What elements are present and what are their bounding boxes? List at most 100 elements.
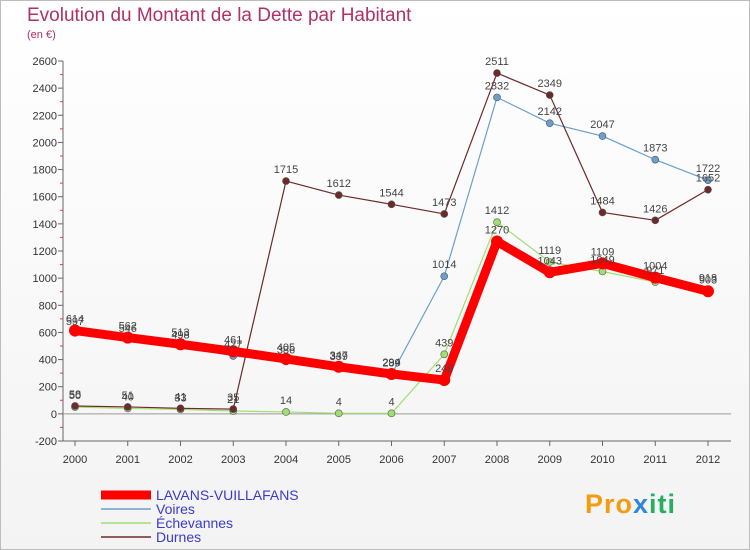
data-label-echevannes: 439 [435, 337, 453, 349]
data-point-voires [598, 132, 607, 140]
y-tick-label: 600 [39, 327, 57, 339]
data-labels: 597 546 498 427 386 339 289 1014 2332 2142 2047 187… [66, 56, 720, 408]
x-tick-label: 2004 [274, 454, 298, 466]
proxiti-logo: Proxiti [585, 489, 677, 519]
data-point-lavans-vuillafans [385, 367, 398, 380]
data-point-durnes [440, 210, 449, 218]
data-label-durnes: 1544 [379, 187, 403, 199]
data-label-lavans-vuillafans: 461 [224, 334, 242, 346]
data-label-lavans-vuillafans: 513 [171, 327, 189, 339]
data-label-durnes: 1715 [274, 164, 298, 176]
data-label-voires: 289 [382, 358, 400, 370]
data-label-echevannes: 21 [227, 394, 239, 406]
data-point-lavans-vuillafans [69, 324, 81, 337]
data-point-lavans-vuillafans [121, 331, 134, 344]
chart-axes: -200 0 200 400 600 800 1000 1200 1400 1600 1800 200… [33, 56, 731, 466]
data-label-voires: 1722 [696, 163, 720, 175]
data-label-echevannes: 33 [174, 392, 186, 404]
data-label-echevannes: 4 [388, 396, 394, 408]
data-point-echevannes [493, 218, 501, 227]
y-tick-label: 1600 [33, 192, 57, 204]
data-label-echevannes: 1049 [590, 254, 614, 266]
x-tick-label: 2000 [63, 454, 87, 466]
data-label-voires: 498 [171, 329, 189, 341]
data-point-lavans-vuillafans [280, 352, 292, 365]
data-label-durnes: 1612 [327, 178, 351, 190]
data-label-durnes: 1473 [432, 197, 456, 209]
data-point-echevannes [334, 409, 343, 418]
data-label-lavans-vuillafans: 405 [277, 342, 295, 354]
y-tick-label: 1200 [33, 246, 57, 258]
data-label-lavans-vuillafans: 294 [382, 357, 400, 369]
x-tick-label: 2010 [590, 454, 614, 466]
data-point-voires [545, 119, 554, 127]
data-label-lavans-vuillafans: 614 [66, 314, 84, 326]
data-label-durnes: 35 [227, 392, 239, 404]
data-point-voires [440, 272, 449, 281]
data-point-lavans-vuillafans [702, 285, 714, 298]
data-point-lavans-vuillafans [543, 266, 556, 279]
data-label-lavans-vuillafans: 347 [330, 350, 348, 362]
data-point-durnes [71, 402, 79, 410]
data-point-durnes [598, 208, 607, 217]
x-tick-label: 2007 [432, 454, 456, 466]
legend-label-echevannes: Échevannes [156, 515, 233, 531]
data-label-durnes: 41 [174, 391, 186, 403]
y-tick-label: 1800 [33, 165, 57, 177]
data-label-durnes: 2511 [485, 56, 509, 68]
y-tick-label: 0 [51, 409, 57, 421]
x-tick-label: 2011 [643, 454, 667, 466]
data-label-durnes: 1652 [696, 173, 720, 185]
data-label-echevannes: 1119 [538, 245, 561, 257]
data-point-echevannes [387, 409, 396, 418]
data-point-durnes [123, 403, 132, 411]
legend-label-lavans-vuillafans: LAVANS-VUILLAFANS [156, 487, 299, 503]
data-label-lavans-vuillafans: 1043 [538, 255, 562, 267]
y-tick-label: 200 [39, 382, 57, 394]
y-tick-label: 1000 [33, 273, 57, 285]
legend-label-voires: Voires [156, 501, 195, 517]
data-label-durnes: 58 [69, 389, 81, 401]
data-point-lavans-vuillafans [174, 338, 187, 351]
data-label-echevannes: 918 [699, 272, 717, 284]
data-label-echevannes: 971 [646, 265, 664, 277]
data-label-lavans-vuillafans: 562 [119, 321, 137, 333]
data-point-lavans-vuillafans [438, 374, 451, 387]
x-tick-label: 2008 [485, 454, 509, 466]
data-point-lavans-vuillafans [596, 257, 609, 270]
data-label-echevannes: 40 [122, 391, 134, 403]
data-point-durnes [545, 91, 554, 99]
data-label-voires: 386 [277, 344, 295, 356]
data-point-durnes [229, 405, 238, 413]
data-label-lavans-vuillafans: 1004 [643, 261, 667, 273]
x-tick-label: 2005 [327, 454, 351, 466]
x-tick-label: 2009 [538, 454, 562, 466]
x-tick-label: 2002 [168, 454, 192, 466]
x-tick-label: 2012 [696, 454, 720, 466]
y-tick-label: 2000 [33, 137, 57, 149]
data-point-voires [704, 176, 712, 184]
chart-subtitle: (en €) [27, 29, 56, 41]
data-point-lavans-vuillafans [491, 235, 503, 248]
data-point-voires [651, 155, 660, 164]
data-point-echevannes [440, 350, 449, 359]
x-tick-label: 2003 [221, 454, 245, 466]
data-label-durnes: 51 [122, 390, 134, 402]
data-point-durnes [334, 191, 343, 199]
data-label-echevannes: 4 [336, 396, 342, 408]
data-label-voires: 2142 [538, 106, 562, 118]
data-point-durnes [387, 200, 396, 209]
data-label-durnes: 1484 [590, 195, 614, 207]
data-label-voires: 1014 [432, 259, 456, 271]
data-label-voires: 339 [330, 351, 348, 363]
data-point-echevannes [545, 258, 554, 266]
data-point-durnes [176, 404, 185, 413]
data-point-lavans-vuillafans [649, 271, 662, 284]
data-label-echevannes: 50 [69, 390, 81, 402]
data-label-lavans-vuillafans: 249 [435, 363, 453, 375]
chart-title: Evolution du Montant de la Dette par Hab… [27, 5, 412, 26]
data-label-echevannes: 1412 [485, 205, 509, 217]
